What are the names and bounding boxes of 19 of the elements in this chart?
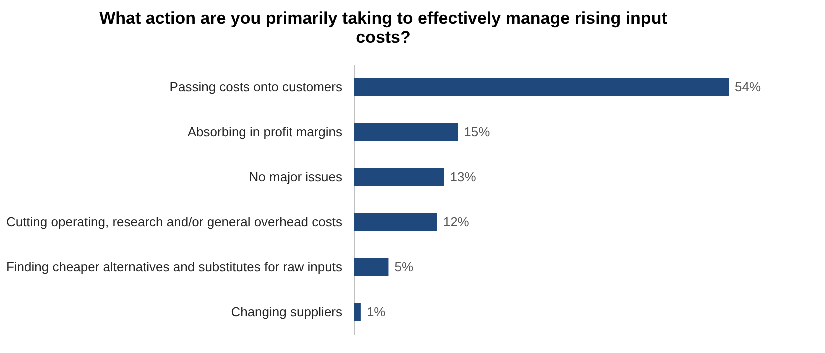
bar	[354, 258, 389, 276]
data-label: 1%	[366, 304, 386, 320]
data-label: 5%	[394, 260, 414, 274]
data-label: 13%	[450, 170, 477, 184]
y-tick-label: Changing suppliers	[231, 304, 343, 320]
chart-title: What action are you primarily taking to effectively manage rising input costs?	[100, 9, 668, 47]
bar	[354, 214, 438, 232]
bar	[354, 78, 729, 96]
bar	[354, 168, 444, 186]
data-label: 12%	[443, 214, 470, 230]
bar	[354, 124, 458, 142]
y-tick-label: Passing costs onto customers	[170, 80, 343, 94]
y-tick-label: Absorbing in profit margins	[188, 124, 343, 140]
y-tick-label: Cutting operating, research and/or general overhead costs	[6, 214, 343, 230]
y-tick-label: No major issues	[249, 170, 343, 184]
data-label: 54%	[735, 80, 762, 94]
y-tick-label: Finding cheaper alternatives and substitutes for raw inputs	[6, 260, 343, 274]
data-label: 15%	[464, 124, 491, 140]
bar	[354, 304, 361, 322]
